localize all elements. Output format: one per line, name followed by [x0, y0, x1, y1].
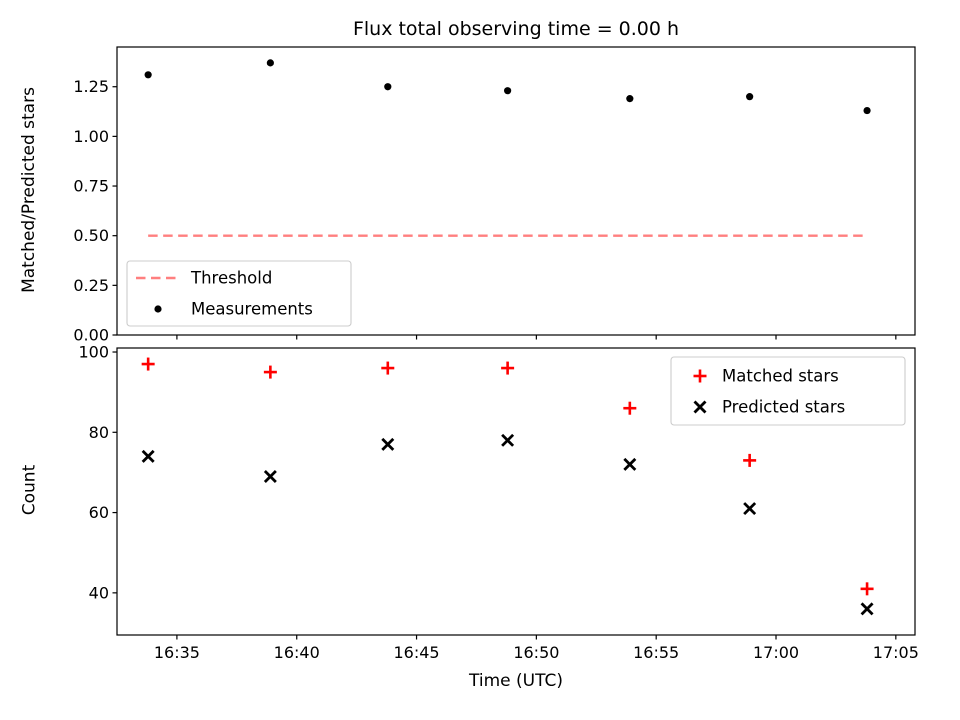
y-tick-label: 60 [89, 503, 109, 522]
bottom-axes-frame [116, 347, 916, 636]
y-tick-label: 1.00 [73, 127, 109, 146]
measurement-point [384, 83, 392, 91]
bottom-legend: Matched stars Predicted stars [670, 356, 906, 426]
top-legend-box [126, 260, 352, 327]
x-marker [501, 433, 515, 447]
x-tick-label: 16:50 [513, 643, 559, 662]
bottom-axes: 40 60 80 100 16:35 16:40 16:45 16:50 16:55 17:00 1… [78, 343, 918, 662]
legend-label: Threshold [190, 269, 272, 288]
x-marker [623, 457, 637, 471]
x-tick-label: 17:05 [873, 643, 919, 662]
y-tick-label: 0.25 [73, 276, 109, 295]
x-marker [381, 437, 395, 451]
measurement-point [144, 71, 152, 79]
y-tick-label: 80 [89, 423, 109, 442]
legend-dot-sample [154, 305, 162, 313]
y-tick-label: 0.75 [73, 177, 109, 196]
measurement-point [746, 93, 754, 101]
y-tick-label: 1.25 [73, 77, 109, 96]
y-tick-label: 0.50 [73, 226, 109, 245]
predicted-stars-series [141, 433, 874, 616]
legend-label: Matched stars [722, 367, 839, 386]
x-marker [141, 449, 155, 463]
x-tick-label: 16:55 [633, 643, 679, 662]
top-legend: Threshold Measurements [126, 260, 352, 327]
top-axes-frame [116, 46, 916, 336]
x-tick-label: 16:35 [154, 643, 200, 662]
top-axes: 0.00 0.25 0.50 0.75 1.00 1.25 Threshold Measure… [73, 46, 916, 345]
x-marker [860, 602, 874, 616]
y-tick-label: 0.00 [73, 326, 109, 345]
x-axis-label: Time (UTC) [469, 671, 563, 691]
bottom-legend-box [670, 356, 906, 426]
x-tick-label: 17:00 [753, 643, 799, 662]
measurement-point [266, 59, 274, 67]
legend-label: Predicted stars [722, 398, 845, 417]
x-tick-label: 16:40 [274, 643, 320, 662]
y-tick-label: 40 [89, 583, 109, 602]
legend-x-sample [693, 400, 707, 414]
plot-title: Flux total observing time = 0.00 h [352, 18, 680, 40]
x-marker [263, 469, 277, 483]
matched-stars-series [141, 357, 874, 596]
measurement-point [504, 87, 512, 95]
y-tick-label: 100 [78, 343, 109, 362]
x-tick-label: 16:45 [393, 643, 439, 662]
x-marker [743, 502, 757, 516]
measurement-point [626, 95, 634, 103]
measurement-point [863, 106, 871, 115]
legend-label: Measurements [191, 300, 313, 319]
